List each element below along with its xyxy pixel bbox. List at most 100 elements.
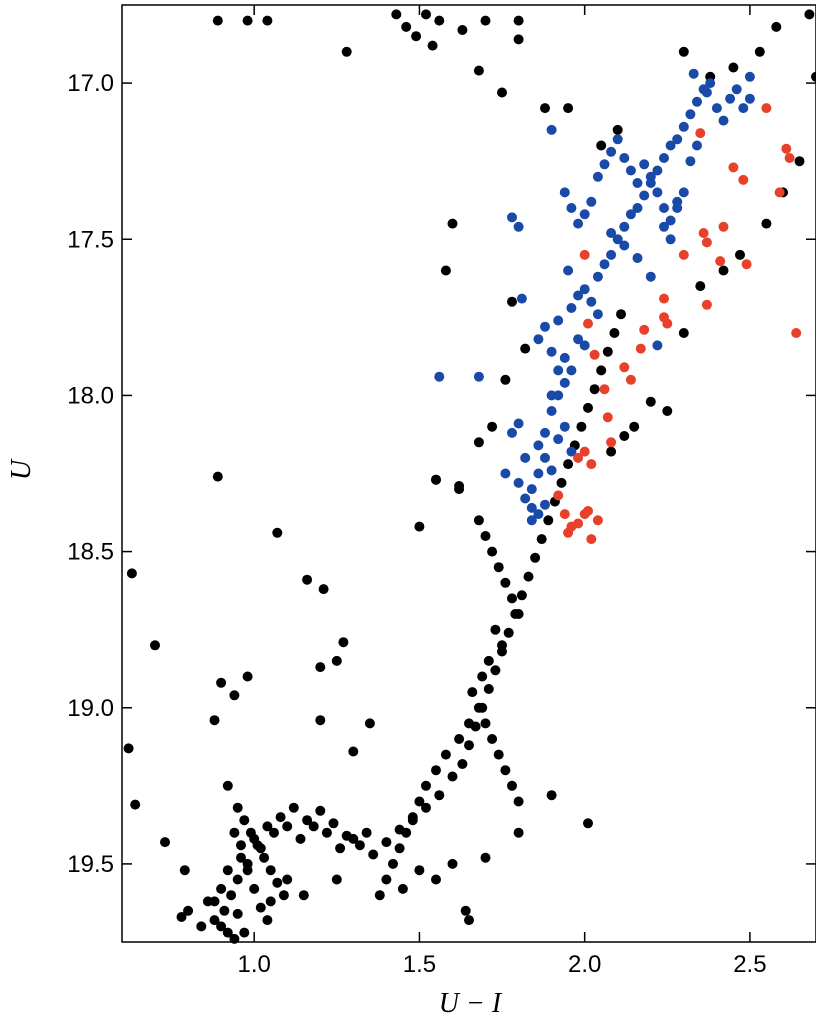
data-point-s1-97 — [678, 187, 689, 198]
data-point-s0-171 — [282, 874, 293, 885]
data-point-s0-76 — [394, 843, 405, 854]
data-point-s0-77 — [388, 858, 398, 869]
data-point-s0-164 — [130, 799, 141, 810]
data-point-s1-75 — [563, 265, 574, 276]
data-point-s2-33 — [586, 459, 597, 470]
data-point-s1-94 — [659, 221, 669, 232]
data-point-s2-15 — [698, 228, 709, 238]
data-point-s1-7 — [500, 468, 511, 479]
data-point-s1-66 — [619, 153, 630, 163]
data-point-s0-114 — [447, 771, 458, 782]
data-point-s0-101 — [275, 812, 286, 823]
plot-frame — [121, 4, 816, 943]
data-point-s0-108 — [368, 849, 379, 860]
data-point-s0-42 — [507, 296, 517, 307]
data-point-s1-50 — [731, 84, 742, 95]
data-point-s0-167 — [176, 912, 187, 922]
data-point-s1-30 — [599, 259, 610, 270]
data-point-s0-124 — [516, 590, 527, 601]
data-point-s0-165 — [160, 837, 170, 848]
data-point-s2-19 — [718, 221, 729, 232]
data-point-s0-80 — [361, 827, 372, 838]
data-point-s0-78 — [381, 874, 392, 885]
data-point-s0-18 — [596, 140, 607, 151]
data-point-s0-153 — [315, 715, 326, 726]
data-point-s0-112 — [421, 802, 431, 813]
data-point-s1-39 — [659, 153, 669, 163]
data-point-s0-176 — [431, 874, 441, 885]
y-tick-label: 18.5 — [67, 539, 114, 566]
data-point-s0-69 — [454, 734, 465, 744]
data-point-s0-19 — [612, 124, 623, 135]
data-point-s0-10 — [457, 25, 468, 35]
data-point-s2-8 — [635, 343, 646, 354]
data-point-s0-56 — [490, 624, 501, 635]
data-point-s0-146 — [209, 715, 220, 726]
data-point-s0-118 — [477, 702, 488, 713]
data-point-s0-122 — [503, 627, 514, 638]
data-point-s0-119 — [483, 684, 494, 694]
data-point-s1-88 — [546, 465, 557, 476]
data-point-s2-27 — [791, 328, 802, 338]
data-point-s0-63 — [487, 734, 498, 744]
data-point-s2-32 — [579, 446, 590, 457]
data-point-s1-40 — [665, 140, 676, 151]
data-point-s0-4 — [391, 9, 402, 20]
data-point-s0-9 — [434, 15, 445, 26]
x-tick-label: 1.0 — [238, 951, 271, 978]
data-point-s0-8 — [427, 40, 438, 51]
data-point-s0-50 — [480, 531, 491, 541]
data-point-s0-16 — [540, 103, 550, 114]
data-point-s2-16 — [701, 237, 712, 248]
data-point-s2-18 — [715, 256, 726, 267]
data-point-s1-79 — [592, 309, 603, 320]
data-point-s0-85 — [295, 833, 306, 844]
data-point-s0-73 — [414, 796, 425, 807]
data-point-s2-17 — [701, 299, 712, 310]
data-point-s0-136 — [596, 365, 607, 376]
data-point-s1-54 — [688, 68, 699, 79]
data-point-s0-186 — [265, 865, 276, 876]
data-point-s1-23 — [533, 334, 544, 345]
data-point-s0-62 — [480, 718, 491, 729]
data-point-s2-25 — [781, 143, 792, 154]
data-point-s0-157 — [431, 474, 441, 485]
data-point-s2-21 — [738, 174, 749, 185]
data-point-s1-99 — [692, 140, 702, 151]
data-point-s0-125 — [523, 571, 534, 582]
data-point-s0-100 — [262, 821, 273, 832]
data-point-s0-24 — [771, 21, 782, 32]
data-point-s0-134 — [583, 402, 593, 413]
data-point-s1-15 — [533, 440, 544, 451]
data-point-s0-113 — [434, 790, 445, 801]
data-point-s2-39 — [583, 506, 593, 516]
data-point-s0-90 — [232, 874, 243, 885]
data-point-s0-60 — [467, 687, 478, 698]
data-point-s1-44 — [692, 96, 702, 107]
data-point-s0-189 — [229, 827, 240, 838]
x-tick-label: 2.5 — [733, 951, 766, 978]
data-point-s1-89 — [606, 228, 617, 238]
y-tick-label: 19.5 — [67, 851, 114, 878]
data-point-s0-13 — [513, 34, 524, 45]
data-point-s1-51 — [738, 103, 749, 114]
data-point-s2-35 — [586, 534, 597, 545]
data-point-s1-78 — [586, 296, 597, 307]
data-point-s0-35 — [662, 406, 673, 416]
data-points — [123, 9, 816, 944]
data-point-s0-178 — [480, 852, 491, 863]
data-point-s1-20 — [566, 365, 577, 376]
data-point-s0-58 — [483, 655, 494, 666]
data-point-s1-1 — [473, 371, 484, 382]
data-point-s1-87 — [553, 434, 564, 445]
data-point-s0-159 — [546, 790, 557, 801]
data-point-s0-93 — [216, 921, 227, 932]
data-point-s0-198 — [232, 908, 243, 919]
data-point-s1-60 — [579, 209, 590, 220]
data-point-s0-22 — [728, 62, 739, 73]
data-point-s1-81 — [546, 390, 557, 401]
data-point-s0-12 — [513, 15, 524, 26]
x-axis-label: U − I — [439, 988, 503, 1019]
data-point-s0-33 — [695, 281, 706, 292]
